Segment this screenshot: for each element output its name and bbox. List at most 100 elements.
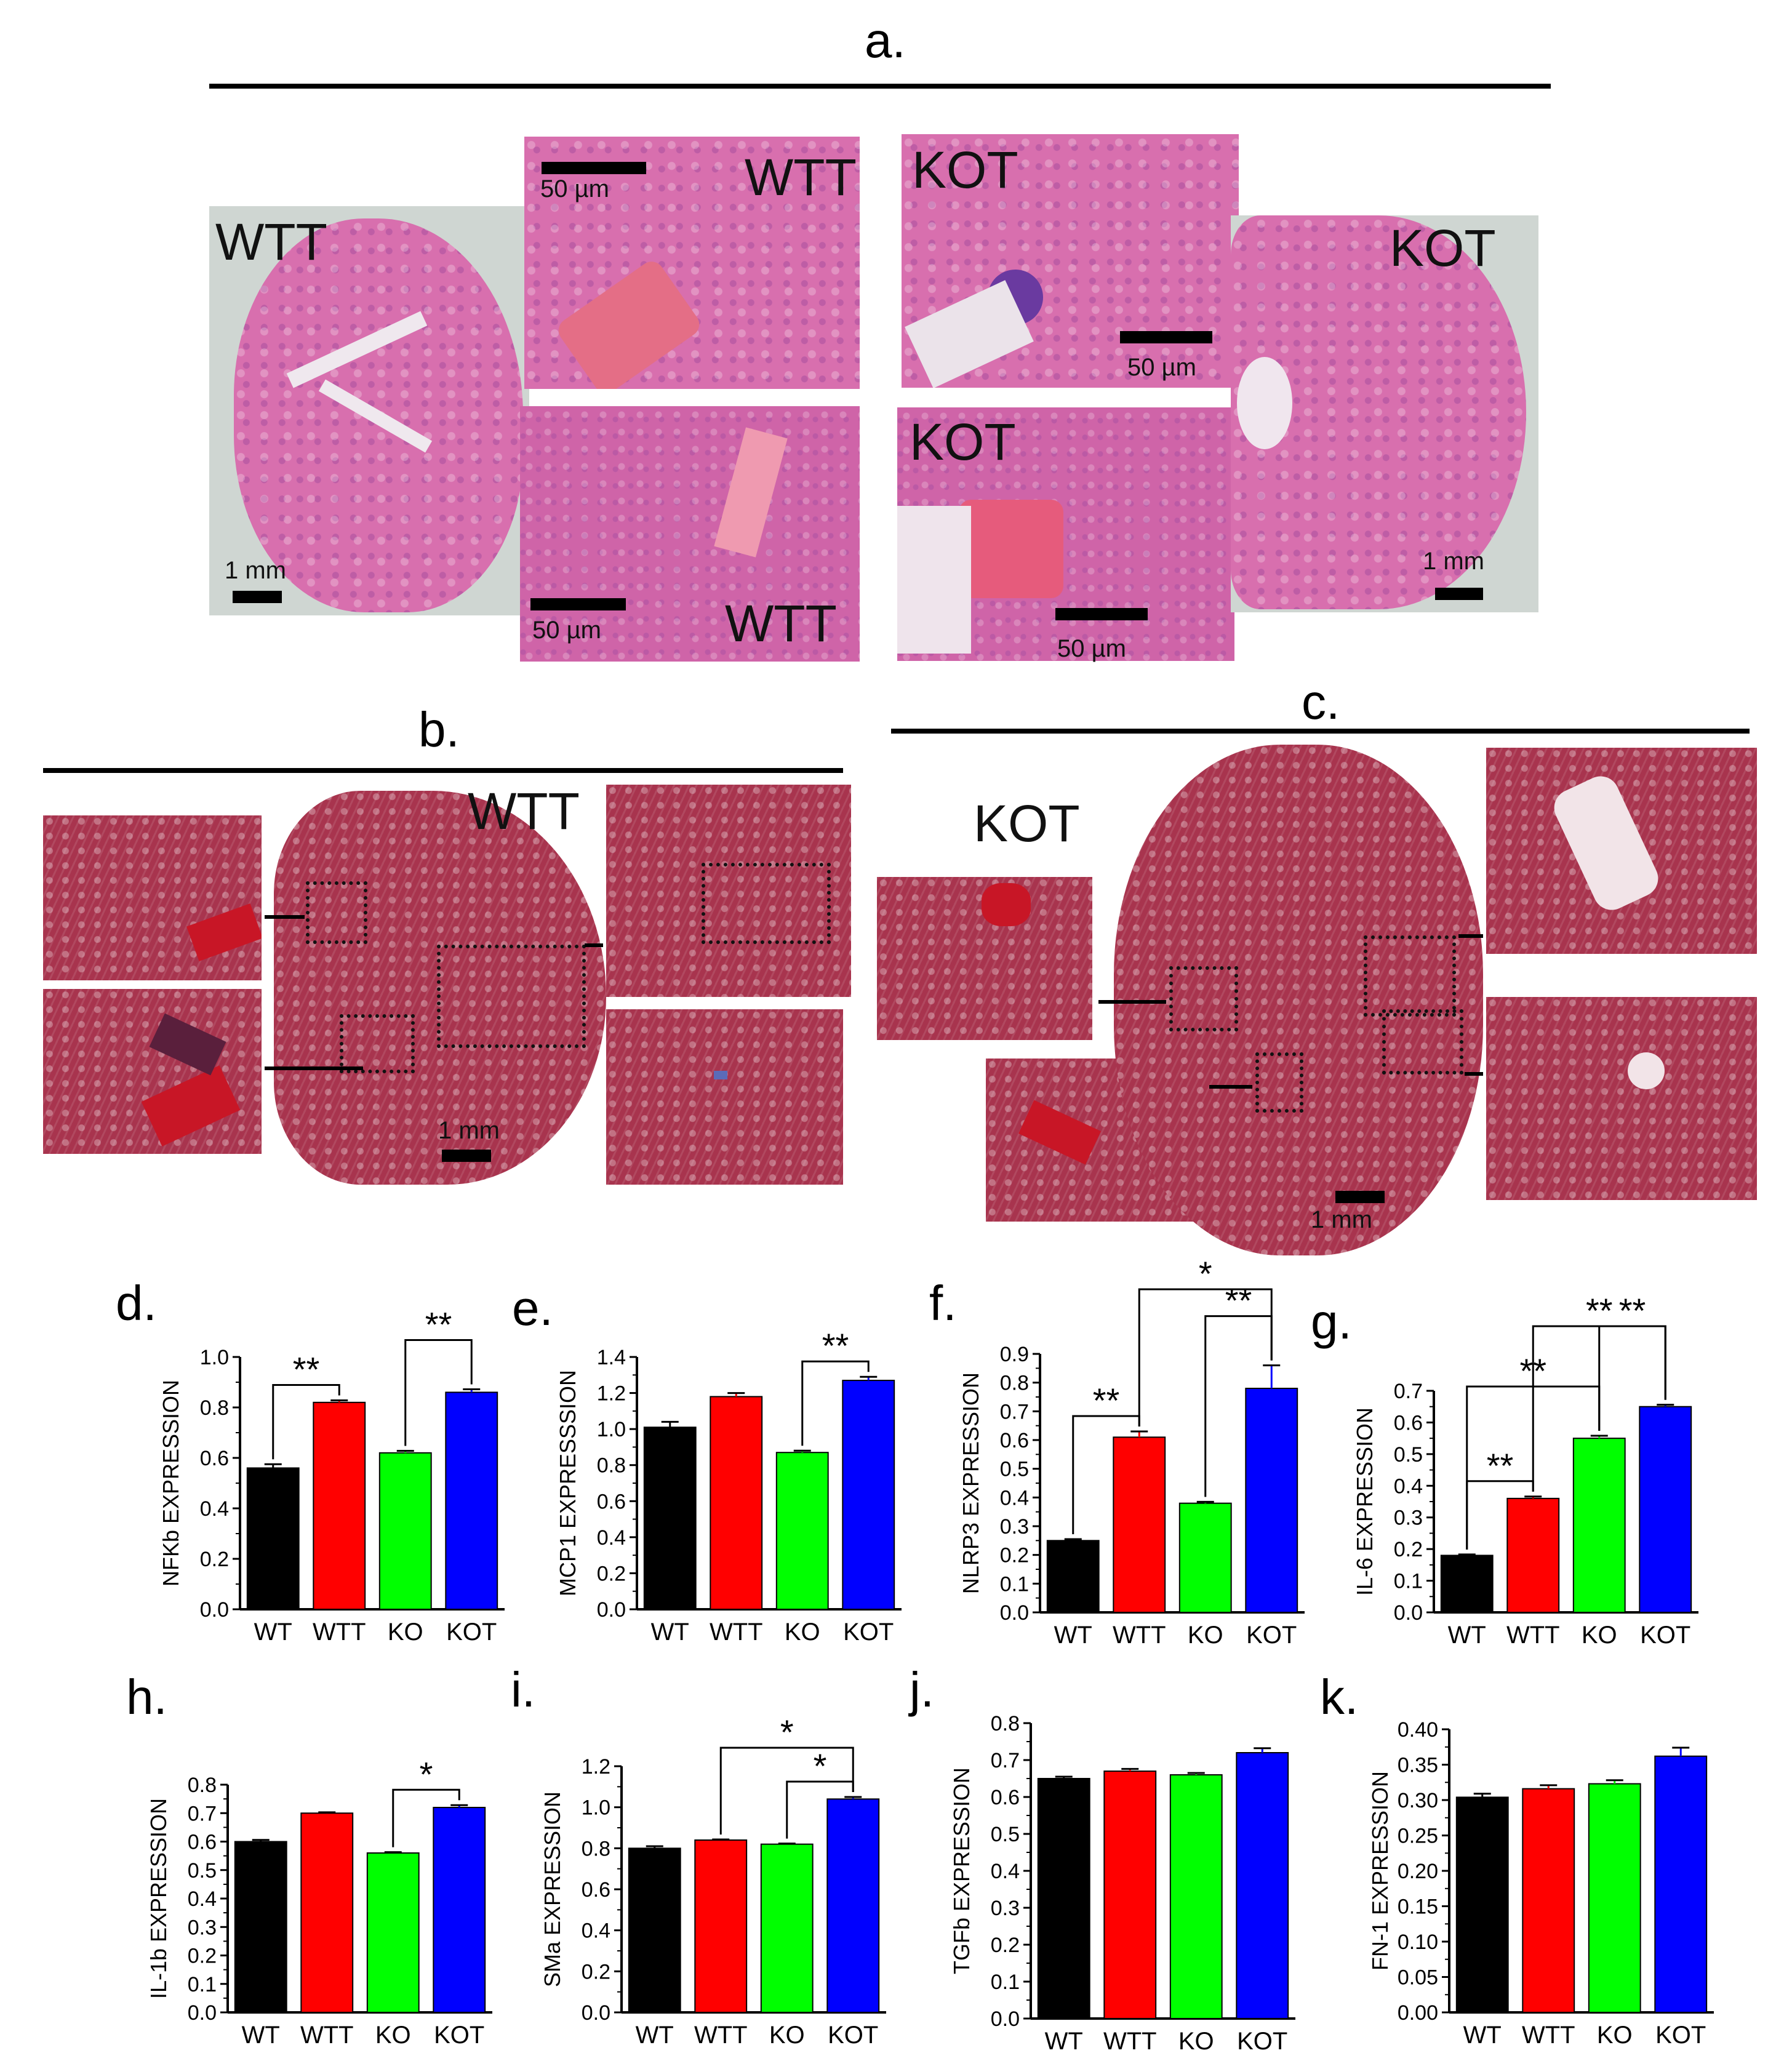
- bar-wtt: [1522, 1788, 1575, 2013]
- y-tick-label: 0.20: [1398, 1860, 1438, 1883]
- panel-b-label-wtt: WTT: [468, 782, 580, 840]
- y-tick-label: 0.2: [991, 1934, 1020, 1957]
- y-axis-label: IL-6 EXPRESSION: [1354, 1407, 1377, 1596]
- y-tick-label: 0.0: [582, 2001, 610, 2025]
- y-tick-label: 0.3: [1000, 1515, 1029, 1539]
- y-tick-label: 1.0: [582, 1796, 610, 1820]
- y-tick-label: 0.0: [1000, 1601, 1029, 1625]
- y-tick-label: 0.3: [991, 1897, 1020, 1920]
- panel-label-d: d.: [116, 1276, 157, 1331]
- y-tick-label: 0.00: [1398, 2001, 1438, 2025]
- y-tick-label: 0.2: [188, 1945, 217, 1968]
- y-tick-label: 0.7: [1394, 1380, 1423, 1403]
- panel-a-kot-kidney-image: [1231, 215, 1538, 612]
- significance-bracket: [801, 1360, 870, 1446]
- x-tick-label-wt: WT: [636, 2022, 674, 2049]
- x-tick-label-wtt: WTT: [313, 1619, 366, 1646]
- panel-c-roi-box-1: [1169, 966, 1238, 1031]
- panel-a-label-kot-zoom-top: KOT: [912, 141, 1018, 199]
- bar-ko: [1588, 1783, 1641, 2014]
- panel-a-wtt-kidney-image: [209, 206, 529, 615]
- x-tick-label-wtt: WTT: [1522, 2022, 1575, 2049]
- x-tick-label-wtt: WTT: [1103, 2028, 1157, 2055]
- bar-wtt: [710, 1396, 763, 1611]
- y-tick-label: 0.2: [1000, 1544, 1029, 1567]
- panel-c-roi-box-3: [1364, 935, 1456, 1017]
- y-tick-label: 1.2: [597, 1382, 626, 1406]
- x-tick-label-wtt: WTT: [710, 1619, 763, 1646]
- y-tick-label: 0.5: [1394, 1443, 1423, 1467]
- bar-wtt: [1113, 1436, 1166, 1613]
- panel-c-arrow-1: [1098, 1000, 1166, 1004]
- bar-wt: [1037, 1778, 1090, 2019]
- y-tick-label: 1.0: [200, 1346, 229, 1369]
- significance-bracket: [719, 1747, 854, 1835]
- significance-bracket: [1532, 1325, 1666, 1492]
- y-tick-label: 0.30: [1398, 1789, 1438, 1812]
- panel-c-zoom-left-top-image: [877, 877, 1092, 1040]
- bar-wt: [234, 1841, 287, 2013]
- y-tick-label: 0.8: [991, 1712, 1020, 1735]
- panel-b-zoom-left-bottom-image: [43, 989, 262, 1154]
- y-tick-label: 0.5: [991, 1823, 1020, 1846]
- bar-wtt: [694, 1839, 748, 2013]
- y-tick-label: 0.4: [188, 1887, 217, 1911]
- panel-b-roi-box-3: [437, 945, 586, 1048]
- panel-a-scalebar-left: [233, 591, 282, 603]
- panel-b-rule: [43, 768, 843, 773]
- panel-b-roi-box-4: [702, 863, 831, 944]
- x-tick-label-wtt: WTT: [1506, 1622, 1560, 1649]
- y-tick-label: 0.10: [1398, 1931, 1438, 1954]
- panel-a-scalebar-zoom2: [530, 598, 626, 610]
- panel-label-c: c.: [1302, 674, 1340, 729]
- x-tick-label-wt: WT: [242, 2022, 280, 2049]
- chart-h-il1b: IL-1b EXPRESSION 0.0 0.1 0.2 0.3 0.4 0.5 0.6 0.7…: [148, 1755, 492, 2049]
- x-tick-label-ko: KO: [1597, 2022, 1633, 2049]
- bar-kot: [1639, 1406, 1692, 1613]
- y-tick-label: 0.6: [200, 1447, 229, 1470]
- bar-ko: [1572, 1438, 1626, 1613]
- chart-i-sma: SMa EXPRESSION 0.0 0.2 0.4 0.6 0.8 1.0 1.2 WT WTT…: [542, 1713, 886, 2049]
- panel-c-zoom-right-bottom-image: [1486, 997, 1757, 1200]
- significance-bracket: [1138, 1288, 1273, 1427]
- y-tick-label: 0.25: [1398, 1825, 1438, 1848]
- x-tick-label-wt: WT: [1463, 2022, 1502, 2049]
- panel-a-scalebar-zoom3: [1120, 331, 1212, 343]
- x-tick-label-ko: KO: [388, 1619, 423, 1646]
- x-tick-label-wt: WT: [1448, 1622, 1486, 1649]
- bar-wtt: [1103, 1771, 1157, 2019]
- bar-kot: [826, 1798, 880, 2013]
- y-tick-label: 0.5: [188, 1859, 217, 1883]
- x-tick-label-wt: WT: [254, 1619, 292, 1646]
- panel-label-j: j.: [910, 1662, 934, 1717]
- panel-b-zoom-left-top-image: [43, 815, 262, 980]
- panel-a-label-wtt-zoom-bottom: WTT: [725, 594, 837, 652]
- panel-b-arrow-3: [585, 943, 603, 947]
- panel-b-zoom-right-top-image: [606, 785, 851, 997]
- bar-ko: [760, 1843, 814, 2014]
- y-tick-label: 0.2: [200, 1548, 229, 1571]
- y-tick-label: 0.4: [597, 1526, 626, 1550]
- x-tick-label-wt: WT: [651, 1619, 689, 1646]
- y-axis-label: MCP1 EXPRESSSION: [557, 1370, 580, 1596]
- y-tick-label: 0.8: [1000, 1372, 1029, 1395]
- panel-b-arrow-1: [265, 915, 305, 919]
- bar-wt: [628, 1847, 681, 2013]
- panel-c-scalebar-text: 1 mm: [1311, 1206, 1372, 1233]
- significance-bracket: [392, 1788, 460, 1847]
- bar-wt: [1440, 1555, 1494, 1613]
- panel-a-wtt-zoom-top-image: [524, 137, 860, 389]
- y-axis-label: NFKb EXPRESSION: [160, 1380, 183, 1587]
- y-tick-label: 0.1: [991, 1971, 1020, 1994]
- x-tick-label-wtt: WTT: [1113, 1622, 1166, 1649]
- y-tick-label: 1.4: [597, 1346, 626, 1369]
- chart-e-mcp1: MCP1 EXPRESSSION 0.0 0.2 0.4 0.6 0.8 1.0 1.2 1.4…: [557, 1326, 902, 1646]
- y-tick-label: 0.6: [597, 1490, 626, 1513]
- bar-wt: [1455, 1796, 1509, 2013]
- y-tick-label: 0.8: [582, 1837, 610, 1860]
- panel-c-arrow-2: [1209, 1085, 1252, 1089]
- bar-kot: [1654, 1755, 1708, 2013]
- bar-wt: [1046, 1540, 1100, 1614]
- y-tick-label: 0.7: [991, 1749, 1020, 1772]
- panel-label-i: i.: [511, 1662, 535, 1717]
